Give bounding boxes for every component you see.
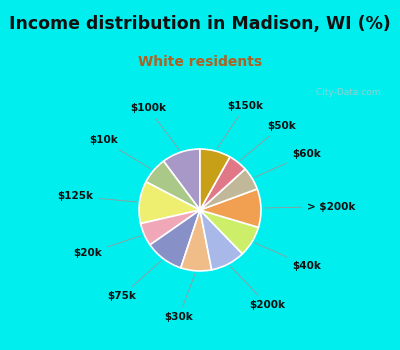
Wedge shape <box>146 161 200 210</box>
Text: $125k: $125k <box>58 191 137 202</box>
Text: $60k: $60k <box>255 149 320 177</box>
Wedge shape <box>200 210 258 254</box>
Wedge shape <box>150 210 200 268</box>
Wedge shape <box>164 149 200 210</box>
Text: $100k: $100k <box>130 103 179 150</box>
Wedge shape <box>200 210 242 270</box>
Text: $200k: $200k <box>230 266 286 310</box>
Wedge shape <box>200 149 230 210</box>
Text: $150k: $150k <box>217 101 263 149</box>
Wedge shape <box>200 169 257 210</box>
Text: $50k: $50k <box>240 121 296 161</box>
Text: $75k: $75k <box>107 261 162 301</box>
Text: White residents: White residents <box>138 55 262 69</box>
Wedge shape <box>200 157 245 210</box>
Wedge shape <box>139 182 200 224</box>
Text: Income distribution in Madison, WI (%): Income distribution in Madison, WI (%) <box>9 15 391 33</box>
Wedge shape <box>181 210 212 271</box>
Text: City-Data.com: City-Data.com <box>313 88 380 97</box>
Wedge shape <box>200 189 261 228</box>
Text: $30k: $30k <box>164 273 195 322</box>
Text: $40k: $40k <box>255 243 321 271</box>
Text: $10k: $10k <box>90 135 151 169</box>
Wedge shape <box>140 210 200 245</box>
Text: > $200k: > $200k <box>264 202 356 211</box>
Text: $20k: $20k <box>73 236 142 258</box>
